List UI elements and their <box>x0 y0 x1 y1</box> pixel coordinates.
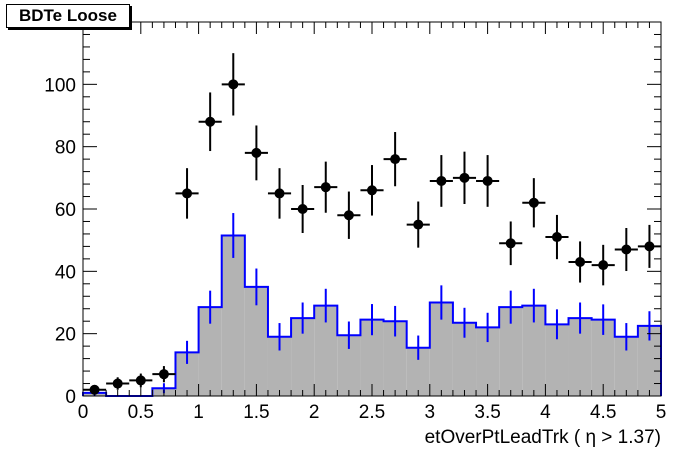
data-point <box>436 175 447 186</box>
data-point <box>297 204 308 214</box>
data-point <box>89 384 100 395</box>
x-tick-label: 3 <box>425 402 436 423</box>
x-tick-label: 5 <box>656 402 667 423</box>
histogram-bar <box>452 322 477 396</box>
axes-layer: 00.511.522.533.544.55020406080100120 <box>44 13 666 423</box>
y-tick-label: 100 <box>44 75 76 96</box>
x-tick-label: 4.5 <box>590 402 616 423</box>
y-tick-label: 60 <box>55 200 76 221</box>
x-tick-label: 0.5 <box>128 402 154 423</box>
data-point <box>205 116 216 127</box>
histogram-bar <box>429 302 453 396</box>
data-point <box>251 147 262 158</box>
histogram-bar <box>221 235 245 396</box>
x-tick-label: 2 <box>309 402 320 423</box>
data-point <box>158 369 169 380</box>
data-point <box>505 238 516 249</box>
histogram-bar <box>406 347 430 396</box>
y-tick-label: 0 <box>65 387 76 408</box>
histogram-bar <box>175 352 199 396</box>
x-axis-title: etOverPtLeadTrk ( η > 1.37) <box>425 427 661 448</box>
histogram-bar <box>476 327 500 396</box>
histogram-bar <box>522 305 546 396</box>
histogram-outline <box>82 234 662 397</box>
histogram-bar <box>244 286 268 396</box>
data-point <box>228 79 239 90</box>
data-point <box>343 210 354 221</box>
histogram-bar <box>337 335 361 396</box>
histogram-bar <box>314 305 338 396</box>
y-tick-label: 80 <box>55 138 76 159</box>
histogram-bar <box>499 307 523 396</box>
histogram-layer <box>82 213 662 397</box>
data-point <box>367 185 377 196</box>
data-point <box>135 375 146 386</box>
x-tick-label: 3.5 <box>474 402 500 423</box>
histogram-bar <box>383 321 407 396</box>
data-points-layer <box>83 53 661 395</box>
data-point <box>390 154 401 165</box>
data-point <box>459 172 470 183</box>
y-tick-label: 20 <box>55 325 76 346</box>
histogram-bar <box>568 318 592 396</box>
x-tick-label: 4 <box>540 402 551 423</box>
data-point <box>644 241 655 252</box>
histogram-bar <box>637 325 661 396</box>
histogram-bar <box>198 307 222 396</box>
histogram-bar <box>614 336 638 396</box>
data-point <box>182 188 193 199</box>
data-point <box>320 182 331 193</box>
x-tick-label: 1 <box>193 402 204 423</box>
data-point <box>413 219 424 230</box>
x-tick-label: 1.5 <box>243 402 269 423</box>
x-tick-label: 2.5 <box>359 402 385 423</box>
histogram-bar <box>267 336 292 396</box>
data-point <box>274 188 285 199</box>
data-point <box>598 260 609 271</box>
y-tick-label: 40 <box>55 262 76 283</box>
chart-title: BDTe Loose <box>6 4 130 28</box>
histogram-bar <box>591 319 615 396</box>
data-point <box>528 197 539 208</box>
histogram-bar <box>545 324 569 396</box>
data-point <box>482 175 493 186</box>
data-point <box>575 256 586 267</box>
data-point <box>112 378 123 389</box>
histogram-bar <box>360 319 384 396</box>
data-point <box>551 232 562 243</box>
histogram-bar <box>291 318 315 396</box>
data-point <box>621 244 632 255</box>
x-tick-label: 0 <box>78 402 89 423</box>
